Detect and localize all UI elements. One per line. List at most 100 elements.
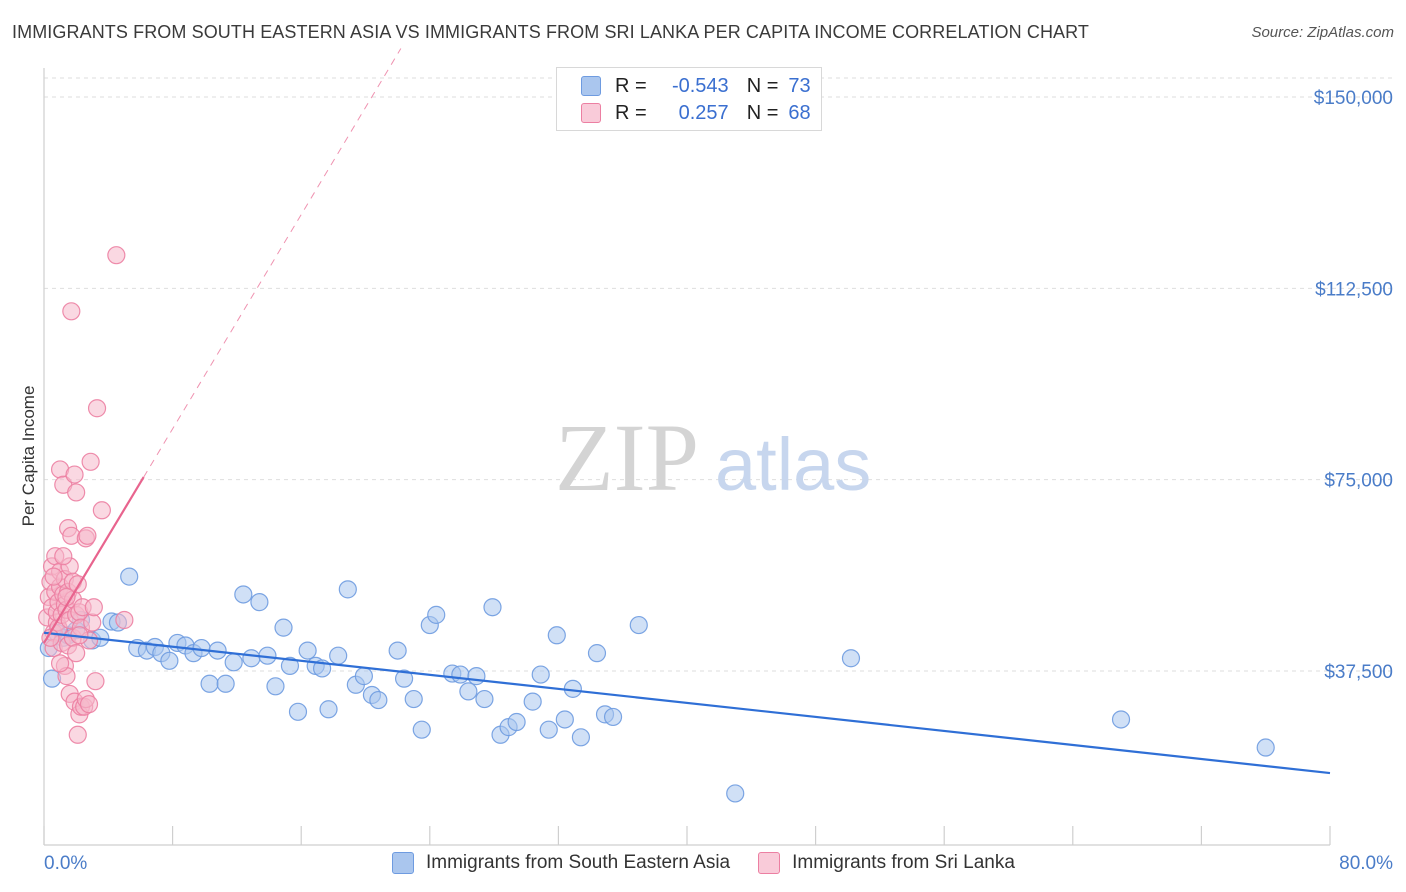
point-south-eastern-asia [555, 710, 574, 729]
point-sri-lanka [87, 399, 107, 418]
point-south-eastern-asia [539, 720, 558, 739]
point-sri-lanka [79, 695, 99, 714]
point-south-eastern-asia [266, 677, 285, 696]
y-tick-label: $75,000 [1324, 471, 1393, 492]
point-south-eastern-asia [354, 667, 373, 686]
grid-lines [44, 77, 1392, 672]
axes [43, 68, 1331, 846]
point-south-eastern-asia [726, 784, 745, 803]
pink-n-value: 68 [788, 101, 811, 124]
source-label: Source: ZipAtlas.com [1251, 24, 1394, 41]
point-sri-lanka [65, 465, 84, 484]
point-south-eastern-asia [192, 638, 211, 658]
point-south-eastern-asia [298, 641, 317, 660]
point-south-eastern-asia [467, 667, 486, 686]
point-sri-lanka [81, 452, 100, 471]
legend-label-pink: Immigrants from Sri Lanka [792, 852, 1015, 873]
series-south-eastern-asia [39, 567, 1275, 803]
trendline-sri-lanka-extrapolated [143, 48, 402, 478]
point-south-eastern-asia [274, 618, 293, 637]
point-sri-lanka [83, 613, 102, 632]
blue-swatch [581, 76, 601, 96]
point-south-eastern-asia [412, 720, 431, 739]
point-south-eastern-asia [571, 728, 591, 747]
y-axis-label: Per Capita Income [19, 386, 38, 527]
point-south-eastern-asia [483, 598, 502, 617]
point-sri-lanka [78, 526, 97, 545]
point-south-eastern-asia [841, 649, 861, 668]
watermark: ZIP atlas [555, 404, 871, 511]
point-south-eastern-asia [459, 682, 478, 701]
point-south-eastern-asia [1256, 738, 1275, 757]
series-legend: Immigrants from South Eastern Asia Immig… [392, 852, 1043, 874]
point-south-eastern-asia [250, 593, 269, 612]
point-south-eastern-asia [329, 646, 348, 665]
legend-row-blue: R = -0.543 N = 73 [581, 74, 811, 98]
point-south-eastern-asia [404, 689, 423, 709]
trendline-sri-lanka [43, 476, 145, 644]
point-south-eastern-asia [531, 665, 550, 684]
trendline-south-eastern-asia [43, 631, 1331, 775]
point-sri-lanka [84, 598, 103, 617]
point-south-eastern-asia [160, 651, 179, 670]
x-tick-label-end: 80.0% [1339, 853, 1393, 874]
watermark-zip: ZIP [555, 404, 699, 511]
point-south-eastern-asia [1111, 710, 1131, 729]
point-south-eastern-asia [369, 690, 388, 710]
point-south-eastern-asia [242, 649, 261, 668]
y-tick-labels: $37,500 $75,000 $112,500 $150,000 [1314, 88, 1393, 683]
blue-n-value: 73 [788, 74, 811, 97]
point-sri-lanka [44, 567, 63, 586]
point-south-eastern-asia [280, 656, 300, 675]
point-sri-lanka [62, 302, 81, 321]
blue-r-label: R = [615, 74, 647, 97]
point-south-eastern-asia [319, 700, 338, 719]
point-south-eastern-asia [523, 692, 542, 711]
series-sri-lanka [38, 246, 134, 744]
point-sri-lanka [92, 501, 111, 520]
point-south-eastern-asia [394, 669, 414, 688]
point-south-eastern-asia [388, 641, 407, 660]
point-south-eastern-asia [587, 644, 607, 663]
point-south-eastern-asia [288, 702, 308, 721]
point-south-eastern-asia [475, 689, 494, 709]
point-south-eastern-asia [216, 674, 235, 693]
legend-label-blue: Immigrants from South Eastern Asia [426, 852, 731, 873]
point-sri-lanka [67, 483, 86, 502]
point-sri-lanka [107, 246, 126, 265]
pink-r-value: 0.257 [678, 101, 729, 124]
point-sri-lanka [68, 725, 87, 744]
blue-n-label: N = [746, 74, 779, 97]
point-south-eastern-asia [120, 567, 139, 586]
trendlines [43, 48, 1331, 775]
blue-r-value: -0.543 [671, 74, 729, 97]
point-sri-lanka [67, 644, 86, 663]
point-sri-lanka [54, 547, 73, 566]
point-sri-lanka [115, 610, 134, 630]
point-south-eastern-asia [507, 712, 526, 732]
legend-item-south-eastern-asia: Immigrants from South Eastern Asia [392, 852, 730, 874]
point-south-eastern-asia [547, 626, 566, 645]
point-south-eastern-asia [338, 580, 357, 599]
point-sri-lanka [50, 654, 70, 673]
point-south-eastern-asia [629, 615, 648, 635]
y-tick-label: $150,000 [1314, 88, 1393, 109]
correlation-legend: R = -0.543 N = 73 R = 0.257 N = 68 [556, 67, 822, 131]
point-south-eastern-asia [234, 585, 253, 604]
y-tick-label: $37,500 [1324, 662, 1393, 683]
y-tick-label: $112,500 [1315, 279, 1393, 300]
point-south-eastern-asia [224, 653, 243, 672]
pink-r-label: R = [615, 101, 647, 124]
legend-swatch-pink [758, 852, 781, 874]
point-south-eastern-asia [200, 674, 219, 693]
point-sri-lanka [86, 672, 105, 691]
pink-swatch [581, 103, 601, 123]
legend-item-sri-lanka: Immigrants from Sri Lanka [758, 852, 1015, 874]
point-south-eastern-asia [427, 605, 446, 624]
legend-swatch-blue [392, 852, 414, 874]
chart-title: IMMIGRANTS FROM SOUTH EASTERN ASIA VS IM… [12, 22, 1090, 42]
legend-row-pink: R = 0.257 N = 68 [581, 101, 811, 125]
watermark-atlas: atlas [715, 423, 871, 506]
point-south-eastern-asia [603, 707, 623, 727]
